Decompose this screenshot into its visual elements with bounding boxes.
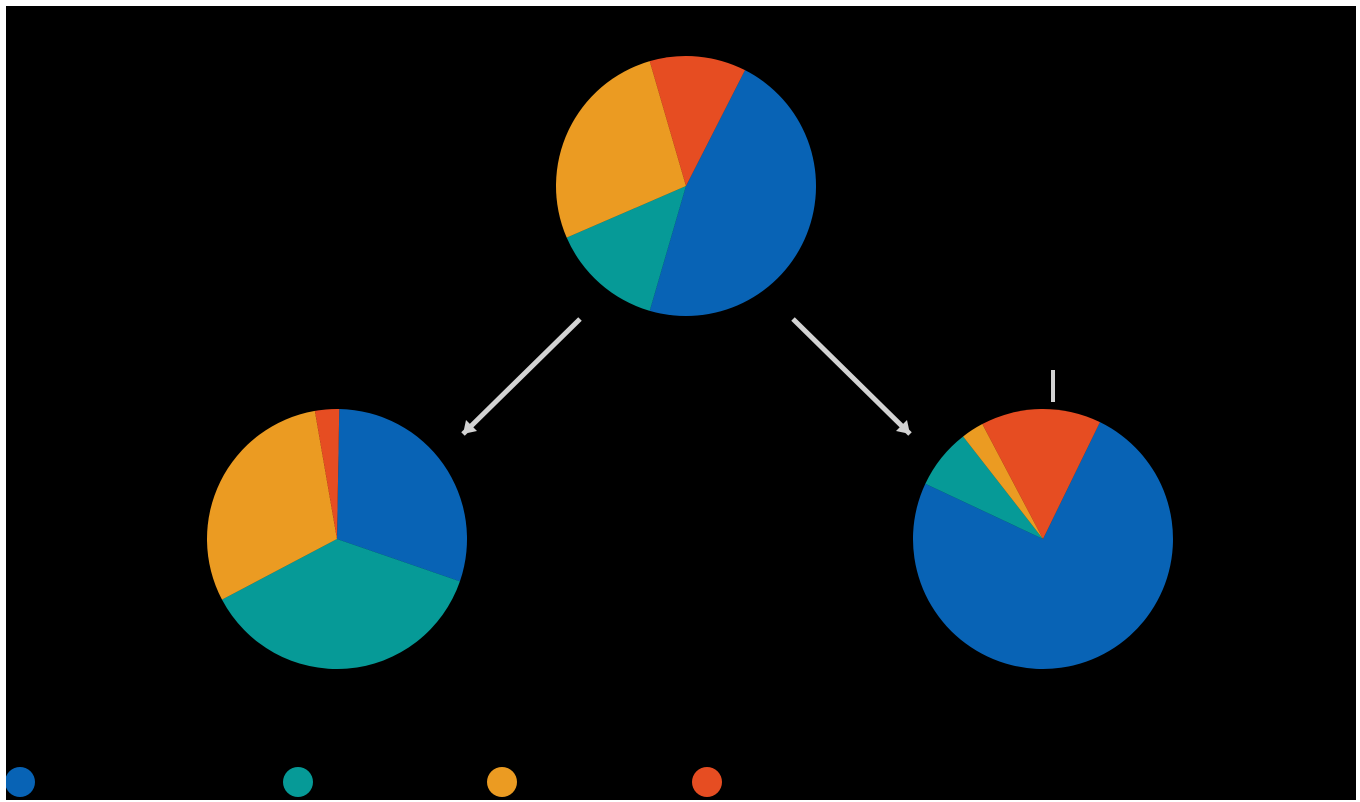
pie-right-slice-orange [963,424,1043,539]
pie-left-slice-red [314,409,340,539]
legend-item-blue [5,767,35,797]
arrow-to-left-pie [461,317,582,436]
legend-swatch-orange [487,767,517,797]
pie-left-slice-blue [337,409,468,582]
pie-left-slice-teal [222,539,460,670]
pie-left-slice-orange [206,410,337,600]
legend-item-orange [487,767,517,797]
pie-right-slice-teal [925,436,1043,539]
pie-top-slice-red [649,55,746,187]
pie-top [555,55,817,317]
legend [5,767,722,797]
legend-swatch-blue [5,767,35,797]
pie-top-slice-blue [649,70,817,317]
pie-top-slice-orange [555,61,686,238]
pie-bottom-right [912,409,1173,670]
legend-swatch-red [692,767,722,797]
arrow-left-head [463,420,477,434]
arrow-right-head [896,420,910,434]
pie-bottom-left [206,409,468,670]
arrow-to-right-pie [791,317,912,436]
pie-top-slice-teal [566,186,686,311]
legend-item-red [692,767,722,797]
pie-right-slice-blue [912,422,1173,670]
legend-swatch-teal [283,767,313,797]
pie-right-slice-red [982,409,1100,539]
legend-item-teal [283,767,313,797]
